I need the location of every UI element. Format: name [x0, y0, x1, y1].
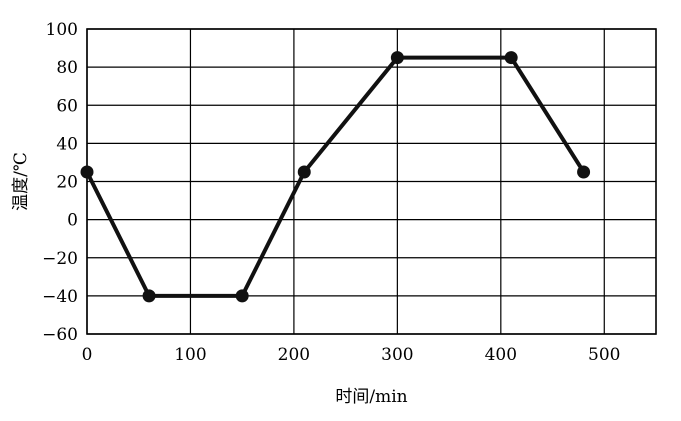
- x-tick-label: 0: [82, 345, 93, 365]
- x-tick-label: 100: [174, 345, 206, 365]
- data-point: [577, 165, 591, 179]
- x-axis-label: 时间/min: [335, 387, 407, 407]
- y-tick-label: 80: [56, 58, 78, 78]
- y-tick-label: −20: [42, 249, 78, 269]
- grid: [86, 28, 656, 335]
- y-tick-label: 60: [56, 96, 78, 116]
- series-line: [85, 55, 586, 298]
- y-tick-label: 40: [56, 134, 78, 154]
- plot-frame: [86, 28, 657, 335]
- data-point: [504, 51, 518, 65]
- data-point: [297, 165, 311, 179]
- data-point: [390, 51, 404, 65]
- x-tick-labels: 0 100 200 300 400 500: [82, 345, 621, 365]
- x-tick-label: 500: [588, 345, 620, 365]
- y-axis-label: 温度/℃: [11, 152, 31, 211]
- y-tick-labels: −60 −40 −20 0 20 40 60 80 100: [42, 20, 78, 345]
- y-tick-label: −60: [42, 325, 78, 345]
- x-tick-label: 300: [381, 345, 413, 365]
- y-tick-label: 20: [56, 173, 78, 193]
- y-tick-label: 100: [46, 20, 78, 40]
- y-tick-label: 0: [67, 211, 78, 231]
- series-layer: [80, 51, 591, 303]
- x-tick-label: 200: [278, 345, 310, 365]
- y-tick-label: −40: [42, 287, 78, 307]
- data-point: [80, 165, 94, 179]
- data-point: [235, 289, 249, 303]
- data-point: [142, 289, 156, 303]
- x-tick-label: 400: [485, 345, 517, 365]
